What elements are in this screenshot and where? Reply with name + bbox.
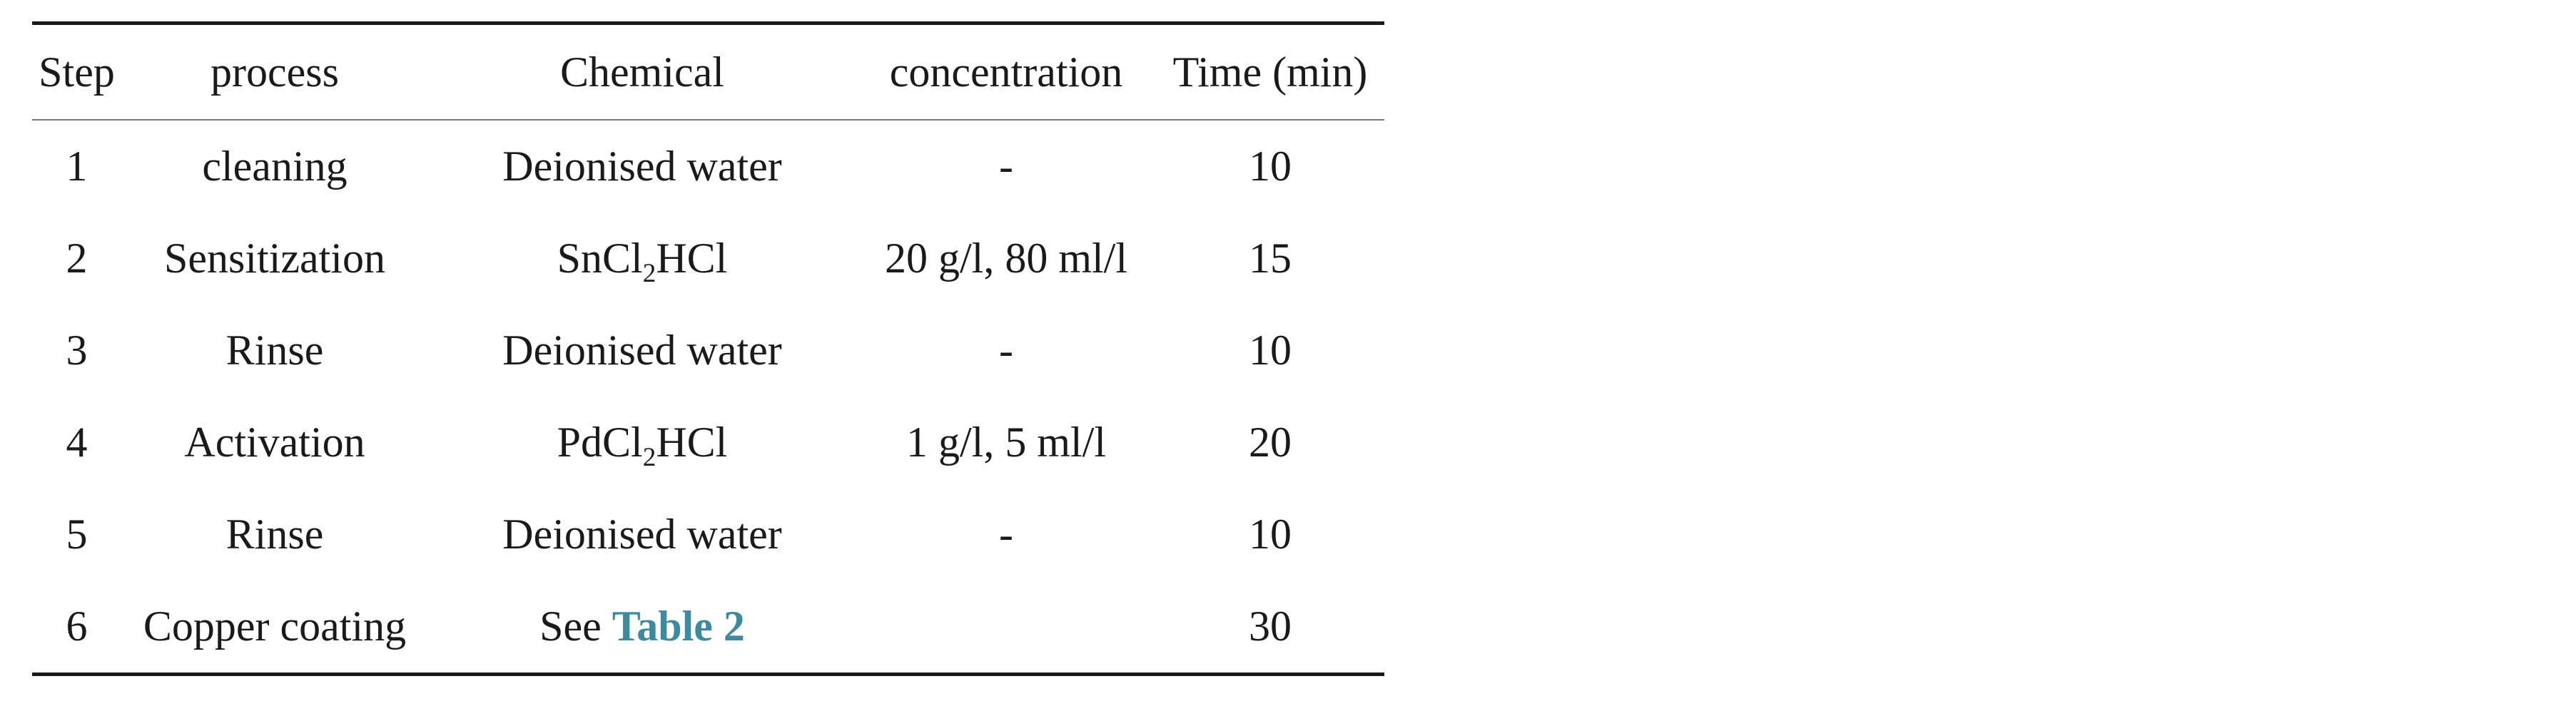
table-header-row: Step process Chemical concentration Time… bbox=[32, 23, 1384, 121]
cell-step: 2 bbox=[66, 235, 88, 282]
header-step: Step bbox=[32, 23, 121, 121]
cell-concentration: - bbox=[999, 511, 1013, 558]
table-2-link[interactable]: Table 2 bbox=[612, 603, 745, 650]
chemical-base: SnCl bbox=[557, 235, 643, 282]
chemical-base: PdCl bbox=[557, 419, 643, 466]
process-steps-table: Step process Chemical concentration Time… bbox=[32, 21, 1384, 676]
process-table-container: Step process Chemical concentration Time… bbox=[32, 21, 1384, 676]
cell-step: 1 bbox=[66, 143, 88, 190]
table-row: 6 Copper coating See Table 2 30 bbox=[32, 581, 1384, 675]
cell-process: Copper coating bbox=[143, 603, 407, 650]
header-chemical: Chemical bbox=[428, 23, 856, 121]
cell-time: 20 bbox=[1249, 419, 1292, 466]
chemical-suffix: HCl bbox=[656, 235, 728, 282]
cell-process: Rinse bbox=[225, 511, 324, 558]
cell-process: Rinse bbox=[225, 327, 324, 374]
cell-step: 3 bbox=[66, 327, 88, 374]
cell-time: 15 bbox=[1249, 235, 1292, 282]
cell-time: 30 bbox=[1249, 603, 1292, 650]
cell-concentration: - bbox=[999, 327, 1013, 374]
cell-chemical: Deionised water bbox=[502, 511, 782, 558]
chemical-suffix: HCl bbox=[656, 419, 728, 466]
table-row: 4 Activation PdCl2HCl 1 g/l, 5 ml/l 20 bbox=[32, 397, 1384, 489]
cell-concentration: 20 g/l, 80 ml/l bbox=[884, 235, 1128, 282]
cell-process: Activation bbox=[184, 419, 365, 466]
cell-step: 6 bbox=[66, 603, 88, 650]
table-row: 2 Sensitization SnCl2HCl 20 g/l, 80 ml/l… bbox=[32, 213, 1384, 305]
cell-step: 4 bbox=[66, 419, 88, 466]
cell-time: 10 bbox=[1249, 511, 1292, 558]
cell-process: cleaning bbox=[202, 143, 348, 190]
cell-chemical: See Table 2 bbox=[428, 581, 856, 675]
cell-step: 5 bbox=[66, 511, 88, 558]
cell-concentration: - bbox=[999, 143, 1013, 190]
chemical-prefix: See bbox=[539, 603, 612, 650]
cell-concentration: 1 g/l, 5 ml/l bbox=[906, 419, 1107, 466]
cell-time: 10 bbox=[1249, 143, 1292, 190]
cell-chemical: SnCl2HCl bbox=[428, 213, 856, 305]
table-row: 5 Rinse Deionised water - 10 bbox=[32, 489, 1384, 581]
cell-process: Sensitization bbox=[164, 235, 385, 282]
cell-concentration bbox=[856, 581, 1156, 675]
chemical-subscript: 2 bbox=[642, 443, 656, 473]
header-time: Time (min) bbox=[1156, 23, 1384, 121]
chemical-subscript: 2 bbox=[642, 259, 656, 289]
table-row: 1 cleaning Deionised water - 10 bbox=[32, 120, 1384, 213]
cell-time: 10 bbox=[1249, 327, 1292, 374]
header-process: process bbox=[121, 23, 428, 121]
header-concentration: concentration bbox=[856, 23, 1156, 121]
table-row: 3 Rinse Deionised water - 10 bbox=[32, 305, 1384, 397]
cell-chemical: PdCl2HCl bbox=[428, 397, 856, 489]
cell-chemical: Deionised water bbox=[502, 143, 782, 190]
cell-chemical: Deionised water bbox=[502, 327, 782, 374]
